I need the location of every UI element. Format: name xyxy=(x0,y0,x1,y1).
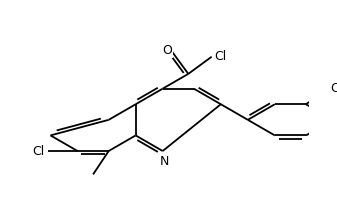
Text: Cl: Cl xyxy=(33,144,45,158)
Text: O: O xyxy=(162,44,173,57)
Text: Cl: Cl xyxy=(330,82,337,95)
Text: Cl: Cl xyxy=(214,50,226,63)
Text: N: N xyxy=(160,155,169,168)
